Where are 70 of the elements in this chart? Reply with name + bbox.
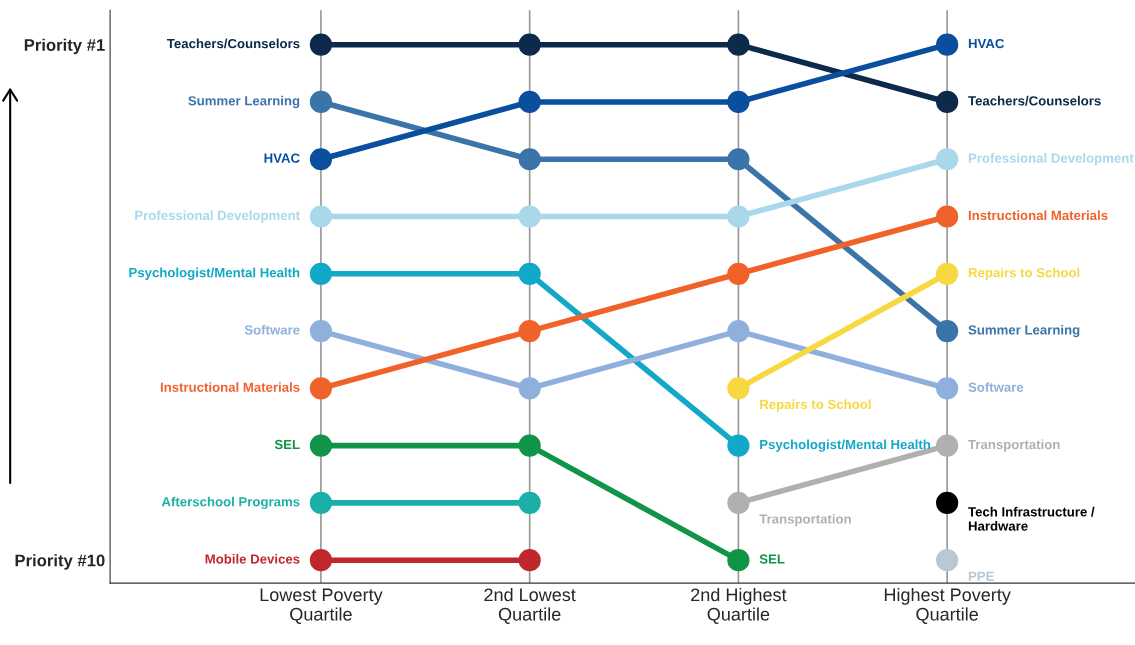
series-label: Mobile Devices bbox=[205, 554, 300, 564]
series-label: Professional Development bbox=[135, 210, 300, 223]
point bbox=[518, 148, 541, 171]
point bbox=[936, 377, 959, 400]
point bbox=[309, 491, 333, 515]
series-label: Tech Infrastructure / Hardware bbox=[968, 506, 1095, 531]
series-label: Software bbox=[968, 382, 1024, 392]
text: Psychologist/Mental Health bbox=[760, 439, 931, 452]
point bbox=[936, 262, 959, 285]
point bbox=[309, 319, 333, 343]
point bbox=[309, 33, 333, 56]
x-tick-label: 2nd Highest Quartile bbox=[691, 587, 787, 624]
point bbox=[309, 377, 333, 400]
point bbox=[518, 319, 541, 343]
text: SEL bbox=[274, 439, 300, 450]
point bbox=[518, 491, 541, 515]
point bbox=[518, 90, 541, 114]
text: Transportation bbox=[759, 513, 851, 527]
point bbox=[518, 549, 541, 572]
point bbox=[936, 148, 959, 171]
point bbox=[727, 377, 750, 400]
series-label: Teachers/Counselors bbox=[968, 95, 1101, 106]
text: Teachers/Counselors bbox=[166, 38, 300, 49]
series-label: Summer Learning bbox=[968, 324, 1080, 338]
series-label: Psychologist/Mental Health bbox=[129, 267, 300, 280]
x-tick-label: Highest Poverty Quartile bbox=[884, 587, 1011, 624]
text: Repairs to School bbox=[760, 399, 871, 412]
point bbox=[518, 434, 541, 457]
point bbox=[309, 90, 333, 114]
series-label: PPE bbox=[968, 571, 994, 581]
point bbox=[727, 549, 750, 572]
point bbox=[727, 205, 750, 228]
point bbox=[309, 205, 333, 228]
point bbox=[518, 205, 541, 228]
point bbox=[309, 434, 333, 457]
text: Instructional Materials bbox=[968, 210, 1108, 221]
point bbox=[727, 434, 750, 457]
text: Summer Learning bbox=[188, 95, 300, 109]
y-tick-label: Priority #10 bbox=[15, 554, 105, 570]
point bbox=[936, 205, 959, 228]
point bbox=[518, 377, 541, 400]
point bbox=[518, 262, 541, 285]
text: Professional Development bbox=[968, 153, 1134, 166]
point bbox=[727, 319, 750, 343]
point bbox=[936, 319, 959, 343]
series-label: Instructional Materials bbox=[160, 382, 300, 392]
x-tick-label: 2nd Lowest Quartile bbox=[484, 587, 576, 624]
text: Software bbox=[244, 324, 300, 335]
series-label: SEL bbox=[759, 554, 785, 564]
point bbox=[936, 549, 959, 572]
point bbox=[727, 33, 750, 56]
series-label: HVAC bbox=[264, 153, 300, 163]
point bbox=[936, 491, 959, 515]
point bbox=[727, 90, 750, 114]
point bbox=[727, 262, 750, 285]
text: HVAC bbox=[968, 38, 1005, 49]
point bbox=[936, 434, 959, 457]
x-tick-label: Lowest Poverty Quartile bbox=[260, 588, 383, 624]
series-label: Repairs to School bbox=[968, 267, 1080, 280]
point bbox=[309, 148, 333, 171]
point bbox=[309, 262, 333, 285]
point bbox=[936, 33, 959, 56]
point bbox=[309, 549, 333, 572]
point bbox=[518, 33, 541, 56]
point bbox=[727, 491, 750, 515]
point bbox=[936, 90, 959, 114]
point bbox=[727, 148, 750, 171]
series-label: Transportation bbox=[968, 439, 1060, 452]
y-tick-label: Priority #1 bbox=[24, 38, 105, 55]
series-label: Afterschool Programs bbox=[161, 496, 300, 510]
